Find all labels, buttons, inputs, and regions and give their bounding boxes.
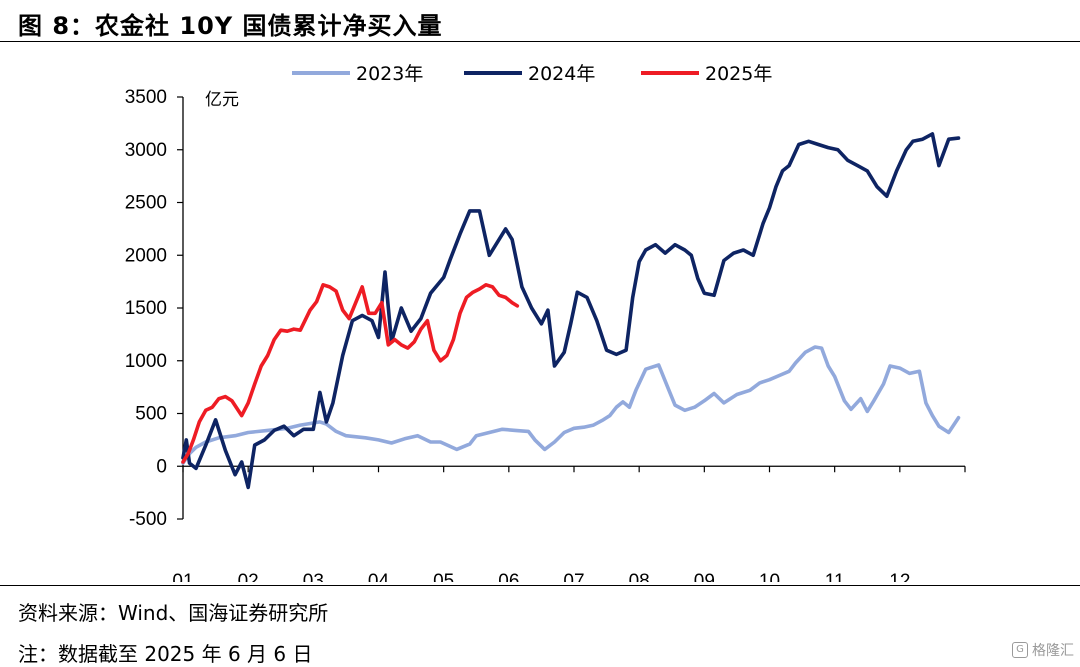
x-tick-label: 12	[889, 571, 910, 582]
x-tick-label: 05	[433, 571, 454, 582]
x-tick-label: 03	[303, 571, 324, 582]
y-tick-label: 1500	[125, 298, 167, 319]
watermark-text: 格隆汇	[1032, 643, 1074, 659]
y-tick-label: 1000	[125, 351, 167, 372]
legend-label-1: 2023年	[356, 63, 423, 85]
legend-label-3: 2025年	[705, 63, 772, 85]
watermark: G 格隆汇	[1012, 640, 1074, 660]
footer-divider	[0, 585, 1080, 586]
x-tick-label: 07	[563, 571, 584, 582]
chart-series	[181, 132, 961, 490]
y-tick-label: 3000	[125, 140, 167, 161]
y-tick-label: 500	[135, 404, 167, 425]
source-note: 资料来源：Wind、国海证券研究所	[18, 601, 329, 625]
y-axis-unit-label: 亿元	[205, 90, 239, 110]
title-divider	[0, 41, 1080, 42]
y-tick-label: 2000	[125, 245, 167, 266]
x-tick-label: 08	[629, 571, 650, 582]
chart-legend: 2023年 2024年 2025年	[292, 63, 772, 85]
figure-title: 图 8：农金社 10Y 国债累计净买入量	[18, 12, 443, 40]
x-tick-label: 11	[825, 571, 845, 582]
x-tick-label: 04	[368, 571, 390, 582]
y-tick-label: 0	[156, 456, 167, 477]
series-line-1	[181, 345, 961, 465]
y-tick-label: 2500	[125, 193, 167, 214]
series-line-3	[181, 283, 520, 464]
x-tick-label: 02	[238, 571, 259, 582]
watermark-logo-icon: G	[1012, 642, 1028, 658]
y-tick-label: 3500	[125, 87, 167, 108]
x-tick-label: 09	[694, 571, 715, 582]
x-tick-label: 01	[172, 571, 193, 582]
y-tick-label: -500	[129, 509, 167, 530]
data-cutoff-note: 注：数据截至 2025 年 6 月 6 日	[18, 642, 313, 666]
x-tick-label: 10	[759, 571, 780, 582]
x-tick-label: 06	[498, 571, 519, 582]
line-chart: -500 0 500 1000 1500 2000 2500 3000 3500 01 02 03 04…	[125, 63, 966, 582]
series-line-2	[181, 132, 961, 490]
legend-label-2: 2024年	[528, 63, 595, 85]
chart-axes: -500 0 500 1000 1500 2000 2500 3000 3500 01 02 03 04…	[125, 87, 966, 582]
